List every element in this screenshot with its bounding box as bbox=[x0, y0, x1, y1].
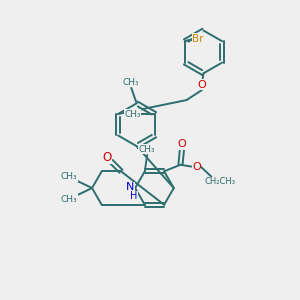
Text: O: O bbox=[178, 139, 186, 149]
Text: O: O bbox=[198, 80, 206, 90]
Text: CH₃: CH₃ bbox=[139, 145, 155, 154]
Text: CH₃: CH₃ bbox=[61, 172, 77, 181]
Text: O: O bbox=[192, 162, 201, 172]
Text: CH₃: CH₃ bbox=[124, 110, 141, 118]
Text: CH₃: CH₃ bbox=[123, 78, 140, 87]
Text: O: O bbox=[102, 151, 111, 164]
Text: H: H bbox=[130, 191, 137, 201]
Text: N: N bbox=[126, 182, 134, 193]
Text: CH₃: CH₃ bbox=[61, 195, 77, 204]
Text: Br: Br bbox=[192, 34, 204, 44]
Text: CH₂CH₃: CH₂CH₃ bbox=[204, 177, 235, 186]
